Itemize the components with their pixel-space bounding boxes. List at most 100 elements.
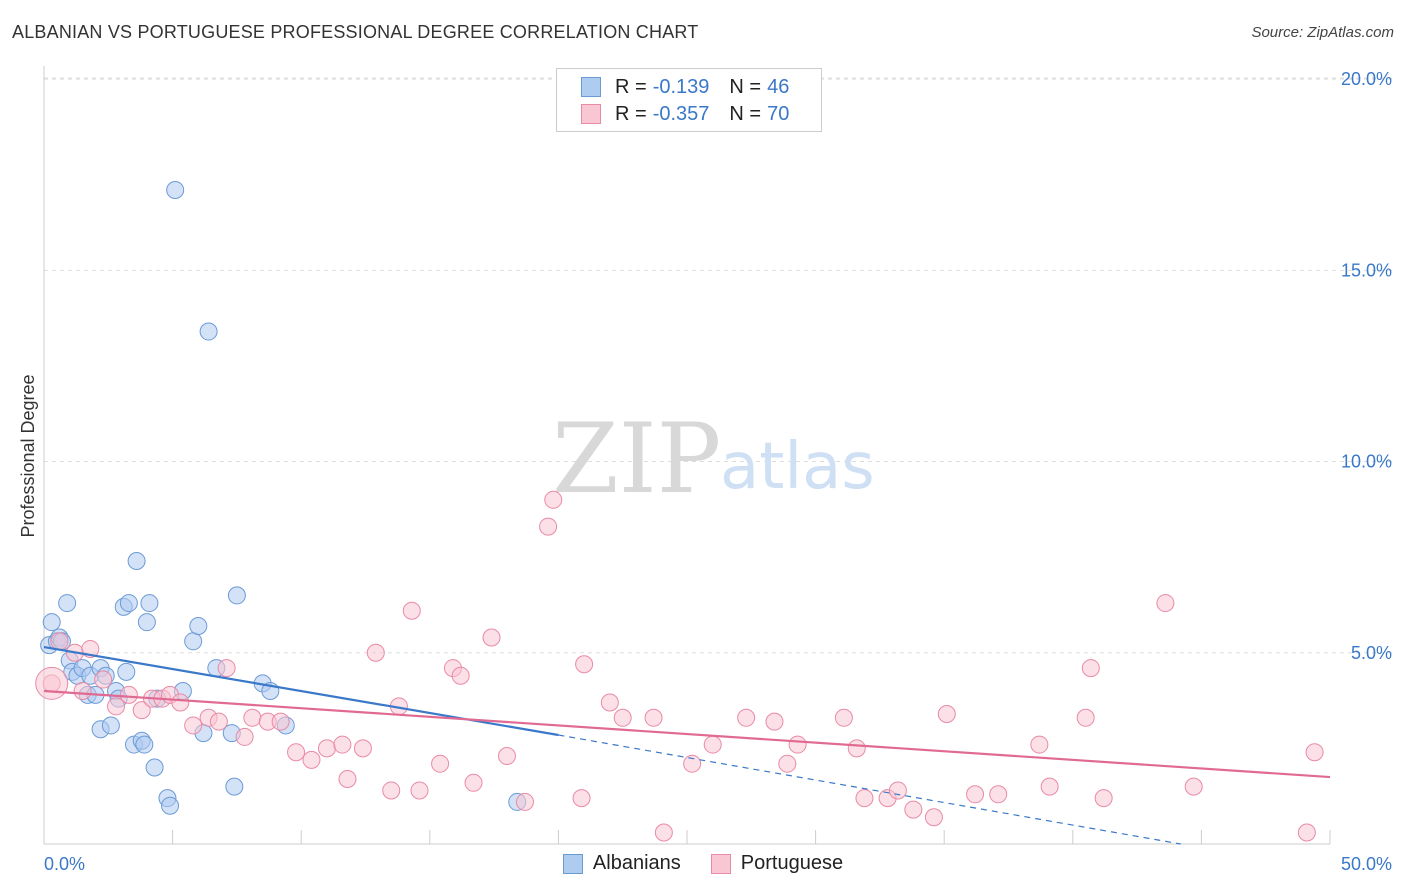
portuguese-point (1297, 823, 1316, 842)
portuguese-point (572, 789, 591, 808)
portuguese-point (317, 739, 336, 758)
portuguese-point (217, 659, 236, 678)
legend-n-label: N = (729, 102, 762, 125)
albanians-point (227, 586, 246, 605)
albanians-point (199, 322, 218, 341)
grid-lines (44, 77, 1392, 654)
portuguese-point (847, 739, 866, 758)
portuguese-point (366, 643, 385, 662)
watermark: ZIP atlas (552, 403, 875, 515)
albanians-point (101, 716, 120, 735)
portuguese-point (1081, 659, 1100, 678)
portuguese-point (924, 808, 943, 827)
legend-swatch-portuguese (581, 104, 601, 124)
portuguese-point (482, 628, 501, 647)
portuguese-point (94, 670, 113, 689)
legend-swatch-albanians (581, 77, 601, 97)
albanians-point (140, 594, 159, 613)
legend-n-label: N = (729, 75, 762, 98)
portuguese-point (937, 704, 956, 723)
portuguese-point (1040, 777, 1059, 796)
series-legend-albanians[interactable]: Albanians (562, 852, 681, 875)
legend-r-label: R = (615, 102, 647, 125)
portuguese-point (497, 747, 516, 766)
watermark-zip: ZIP (552, 403, 721, 515)
chart-title: ALBANIAN VS PORTUGUESE PROFESSIONAL DEGR… (12, 22, 699, 42)
portuguese-point (73, 682, 92, 701)
portuguese-point (184, 716, 203, 735)
albanians-point (137, 613, 156, 632)
portuguese-point (410, 781, 429, 800)
portuguese-point (989, 785, 1008, 804)
y-tick-label: 15.0% (1341, 260, 1392, 280)
albanians-point (119, 594, 138, 613)
portuguese-point (333, 735, 352, 754)
x-tick-label: 0.0% (44, 854, 85, 874)
watermark-atlas: atlas (720, 430, 875, 504)
portuguese-point (855, 789, 874, 808)
portuguese-point (515, 792, 534, 811)
portuguese-point (966, 785, 985, 804)
portuguese-point (888, 781, 907, 800)
portuguese-point (683, 754, 702, 773)
portuguese-point (904, 800, 923, 819)
trendlines (43, 645, 1331, 845)
legend-n-value: 46 (767, 75, 790, 98)
series-label-albanians: Albanians (592, 852, 681, 874)
legend-r-label: R = (615, 75, 647, 98)
albanians-point (117, 662, 136, 681)
albanians-point (58, 594, 77, 613)
portuguese-point (171, 693, 190, 712)
portuguese-point (107, 697, 126, 716)
series-label-portuguese: Portuguese (740, 852, 844, 874)
portuguese-point (1030, 735, 1049, 754)
portuguese-point (1094, 789, 1113, 808)
y-tick-label: 20.0% (1341, 69, 1392, 89)
portuguese-point (737, 708, 756, 727)
portuguese-point (287, 743, 306, 762)
portuguese-point (119, 685, 138, 704)
albanians-point (135, 735, 154, 754)
albanians-point (184, 632, 203, 651)
albanians-point (166, 181, 185, 200)
legend-row-albanians: R = -0.139 N = 46 (581, 75, 789, 99)
albanians-point (189, 617, 208, 636)
portuguese-point (765, 712, 784, 731)
portuguese-point (834, 708, 853, 727)
series-legend-portuguese[interactable]: Portuguese (710, 852, 844, 875)
portuguese-point (539, 517, 558, 536)
source-label: Source: ZipAtlas.com (1251, 24, 1394, 41)
portuguese-point (600, 693, 619, 712)
portuguese-point (402, 601, 421, 620)
portuguese-point (132, 701, 151, 720)
axes (43, 66, 1331, 845)
portuguese-points (35, 490, 1324, 842)
portuguese-point (644, 708, 663, 727)
portuguese-point (338, 769, 357, 788)
y-tick-label: 5.0% (1351, 643, 1392, 663)
portuguese-point (50, 632, 69, 651)
portuguese-point (788, 735, 807, 754)
portuguese-point (613, 708, 632, 727)
portuguese-point (1156, 594, 1175, 613)
legend-r-value: -0.357 (652, 102, 710, 125)
portuguese-point (382, 781, 401, 800)
portuguese-point (243, 708, 262, 727)
portuguese-point (544, 490, 563, 509)
portuguese-point (464, 773, 483, 792)
portuguese-point (353, 739, 372, 758)
y-axis-label: Professional Degree (18, 374, 38, 537)
portuguese-point (302, 750, 321, 769)
portuguese-point (654, 823, 673, 842)
albanians-point (127, 551, 146, 570)
portuguese-point (271, 712, 290, 731)
series-swatch-albanians (562, 853, 583, 874)
portuguese-point (703, 735, 722, 754)
legend-row-portuguese: R = -0.357 N = 70 (581, 102, 789, 126)
series-swatch-portuguese (710, 853, 731, 874)
legend-r-value: -0.139 (652, 75, 710, 98)
portuguese-point (235, 727, 254, 746)
y-tick-label: 10.0% (1341, 452, 1392, 472)
portuguese-point (778, 754, 797, 773)
albanians-trendline-extension (558, 734, 1181, 845)
